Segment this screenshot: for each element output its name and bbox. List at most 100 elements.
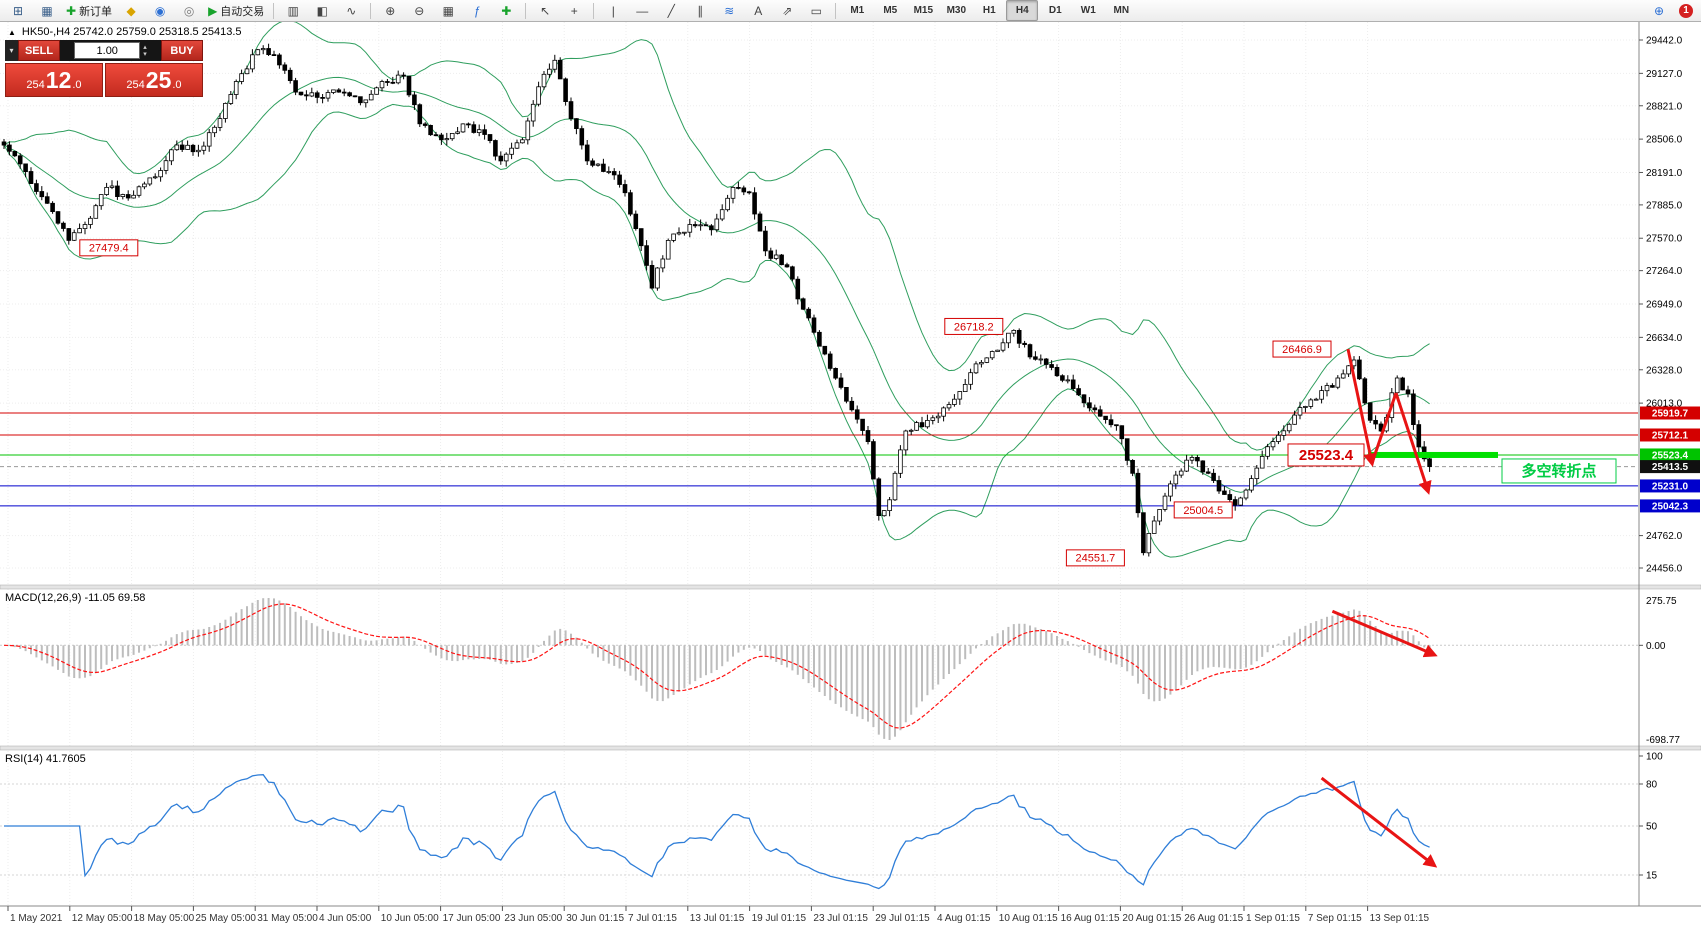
svg-text:20 Aug 01:15: 20 Aug 01:15	[1122, 913, 1181, 924]
timeframe-w1-button[interactable]: W1	[1080, 5, 1096, 16]
timeframe-m1-button[interactable]: M1	[850, 5, 865, 16]
svg-text:29 Jul 01:15: 29 Jul 01:15	[875, 913, 930, 924]
shapes-button[interactable]: ▭	[802, 0, 830, 21]
svg-text:28506.0: 28506.0	[1646, 135, 1683, 146]
profiles-button[interactable]: ▦	[33, 0, 61, 21]
price-callout-25004.5[interactable]: 25004.5	[1173, 501, 1233, 519]
trend-arrow-down-2[interactable]	[1394, 392, 1432, 495]
svg-text:50: 50	[1646, 822, 1658, 833]
lot-increase-button[interactable]: ▴	[143, 43, 147, 51]
svg-text:24762.0: 24762.0	[1646, 531, 1683, 542]
timeframe-h4-button[interactable]: H4	[1006, 0, 1039, 21]
svg-text:4 Jun 05:00: 4 Jun 05:00	[319, 913, 372, 924]
timeframe-mn-button[interactable]: MN	[1113, 5, 1130, 16]
buy-price-prefix: 254	[126, 79, 145, 91]
channel-icon: ∥	[697, 3, 704, 18]
panel-separator-rsi[interactable]	[0, 745, 1701, 751]
crosshair-button[interactable]: +	[560, 0, 588, 21]
arrows-tool-button[interactable]: ⇗	[773, 0, 801, 21]
text-icon: A	[754, 3, 763, 18]
compile-button[interactable]: ◆	[117, 0, 145, 21]
lot-stepper[interactable]: ▴ ▾	[143, 44, 147, 58]
candlestick-series	[1, 43, 1432, 557]
svg-text:25523.4: 25523.4	[1299, 447, 1354, 464]
tile-windows-button[interactable]: ▦	[434, 0, 462, 21]
timeframe-m15-button[interactable]: M15	[913, 5, 934, 16]
rsi-trend-arrow[interactable]	[1320, 776, 1438, 868]
add-indicator-button[interactable]: ✚	[492, 0, 520, 21]
svg-text:30 Jun 01:15: 30 Jun 01:15	[566, 913, 624, 924]
symbol-marker-icon: ▲	[8, 27, 16, 37]
sell-button[interactable]: SELL	[18, 40, 60, 61]
chart-line-icon: ∿	[346, 3, 357, 18]
svg-text:18 May 05:00: 18 May 05:00	[134, 913, 195, 924]
svg-text:26634.0: 26634.0	[1646, 333, 1683, 344]
vertical-line-icon: |	[611, 3, 615, 18]
new-order-button[interactable]: ✚ 新订单	[62, 0, 116, 21]
text-button[interactable]: A	[744, 0, 772, 21]
svg-text:24456.0: 24456.0	[1646, 564, 1683, 575]
svg-text:80: 80	[1646, 780, 1658, 791]
trend-arrow-down-1[interactable]	[1346, 348, 1377, 467]
price-callout-24551.7[interactable]: 24551.7	[1065, 549, 1125, 567]
one-click-trading-panel: ▾ SELL 1.00 ▴ ▾ BUY 254 12 .0 254 25 .0	[5, 40, 203, 97]
trend-arrows[interactable]	[1346, 348, 1432, 495]
sell-price-button[interactable]: 254 12 .0	[5, 63, 103, 97]
sell-price-big-digits: 12	[45, 67, 72, 93]
lot-size-field[interactable]: 1.00 ▴ ▾	[60, 40, 161, 61]
timeframe-m5-button[interactable]: M5	[883, 5, 898, 16]
chart-candles-button[interactable]: ◧	[308, 0, 336, 21]
buy-button[interactable]: BUY	[161, 40, 203, 61]
svg-text:100: 100	[1646, 752, 1663, 763]
macd-axis: 275.75 0.00 -698.77	[1639, 596, 1680, 746]
chart-line-button[interactable]: ∿	[337, 0, 365, 21]
trend-arrow-up[interactable]	[1370, 392, 1398, 464]
buy-price-button[interactable]: 254 25 .0	[105, 63, 203, 97]
zoom-out-button[interactable]: ⊖	[405, 0, 433, 21]
macd-trend-arrow[interactable]	[1331, 609, 1438, 658]
auto-trading-button[interactable]: ▶ 自动交易	[204, 0, 268, 21]
timeframe-d1-button[interactable]: D1	[1048, 5, 1062, 16]
notification-badge[interactable]: 1	[1679, 3, 1693, 18]
price-callout-25523.4[interactable]: 25523.4	[1287, 443, 1365, 467]
svg-text:多空转折点: 多空转折点	[1521, 462, 1596, 480]
strategy-tester-button[interactable]: ◎	[175, 0, 203, 21]
turning-point-highlight[interactable]	[1368, 451, 1498, 458]
terminal-button[interactable]: ◉	[146, 0, 174, 21]
turning-point-annotation[interactable]: 多空转折点	[1501, 458, 1617, 484]
trendline-button[interactable]: ╱	[657, 0, 685, 21]
time-axis[interactable]: 1 May 2021 12 May 05:00 18 May 05:00 25 May…	[7, 906, 1430, 924]
timeframe-m30-button[interactable]: M30	[946, 5, 967, 16]
price-callout-26718.2[interactable]: 26718.2	[944, 317, 1004, 335]
svg-text:26718.2: 26718.2	[954, 321, 994, 333]
channel-button[interactable]: ∥	[686, 0, 714, 21]
lot-decrease-button[interactable]: ▾	[143, 50, 147, 58]
trendline-icon: ╱	[667, 3, 675, 18]
price-axis[interactable]: 29442.0 29127.0 28821.0 28506.0 28191.0 27885…	[1639, 36, 1700, 575]
price-callout-26466.9[interactable]: 26466.9	[1272, 340, 1332, 358]
new-order-button-label: 新订单	[79, 5, 113, 18]
fibonacci-icon: ≋	[724, 3, 735, 18]
horizontal-line-button[interactable]: ―	[628, 0, 656, 21]
panel-collapse-button[interactable]: ▾	[5, 40, 18, 61]
chart-ohlc-info: ▲ HK50-,H4 25742.0 25759.0 25318.5 25413…	[8, 26, 242, 38]
cursor-button[interactable]: ↖	[531, 0, 559, 21]
fibonacci-button[interactable]: ≋	[715, 0, 743, 21]
price-callout-27479.4[interactable]: 27479.4	[79, 239, 139, 257]
new-chart-button[interactable]: ⊞	[4, 0, 32, 21]
svg-text:27570.0: 27570.0	[1646, 234, 1683, 245]
crosshair-icon: +	[570, 3, 578, 18]
svg-text:28821.0: 28821.0	[1646, 101, 1683, 112]
search-button[interactable]: ⊕	[1645, 0, 1673, 21]
svg-text:25712.1: 25712.1	[1652, 430, 1689, 441]
timeframe-h1-button[interactable]: H1	[982, 5, 996, 16]
svg-text:29442.0: 29442.0	[1646, 36, 1683, 47]
zoom-in-button[interactable]: ⊕	[376, 0, 404, 21]
indicators-button[interactable]: ƒ	[463, 0, 491, 21]
lot-size-value[interactable]: 1.00	[74, 42, 141, 59]
chart-bars-button[interactable]: ▥	[279, 0, 307, 21]
panel-separator-macd[interactable]	[0, 584, 1701, 590]
svg-text:1 May 2021: 1 May 2021	[10, 913, 63, 924]
chart-canvas[interactable]: 多空转折点 27479.4 26718.2 26466.9 25523.4 25004.5…	[0, 22, 1701, 942]
vertical-line-button[interactable]: |	[599, 0, 627, 21]
